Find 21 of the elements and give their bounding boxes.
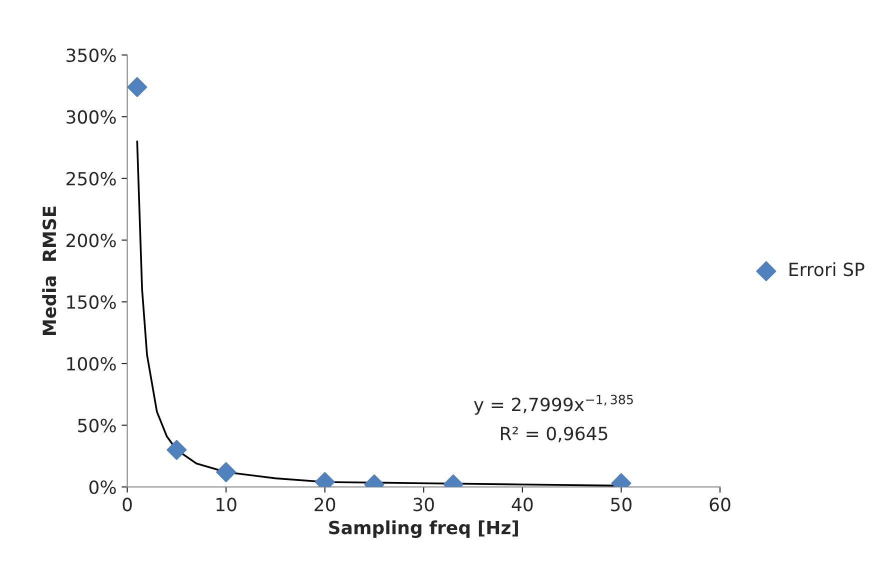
y-tick-label: 250% xyxy=(66,172,116,186)
y-tick-label: 0% xyxy=(89,480,116,494)
y-tick-label: 200% xyxy=(66,234,116,248)
y-tick-label: 150% xyxy=(67,295,116,309)
y-axis-title: Media RMSE xyxy=(42,206,56,335)
legend-label: Errori SP xyxy=(790,262,864,276)
x-tick-label: 30 xyxy=(414,498,434,512)
x-tick-label: 40 xyxy=(512,498,533,512)
x-tick-label: 0 xyxy=(122,498,132,512)
y-tick-label: 50% xyxy=(78,418,116,432)
y-tick-label: 350% xyxy=(66,48,116,62)
x-tick-label: 50 xyxy=(611,498,632,512)
x-tick-label: 10 xyxy=(216,498,236,512)
annotation: R² = 0,9645 xyxy=(501,426,608,442)
y-tick-label: 100% xyxy=(67,356,116,371)
annotation: y = 2,7999x$^{−1,385}$ xyxy=(474,394,633,415)
x-tick-label: 20 xyxy=(314,498,336,512)
y-tick-label: 300% xyxy=(66,110,116,124)
point xyxy=(127,77,148,98)
x-axis-title: Sampling freq [Hz] xyxy=(329,520,518,538)
x-tick-label: 60 xyxy=(710,498,730,512)
